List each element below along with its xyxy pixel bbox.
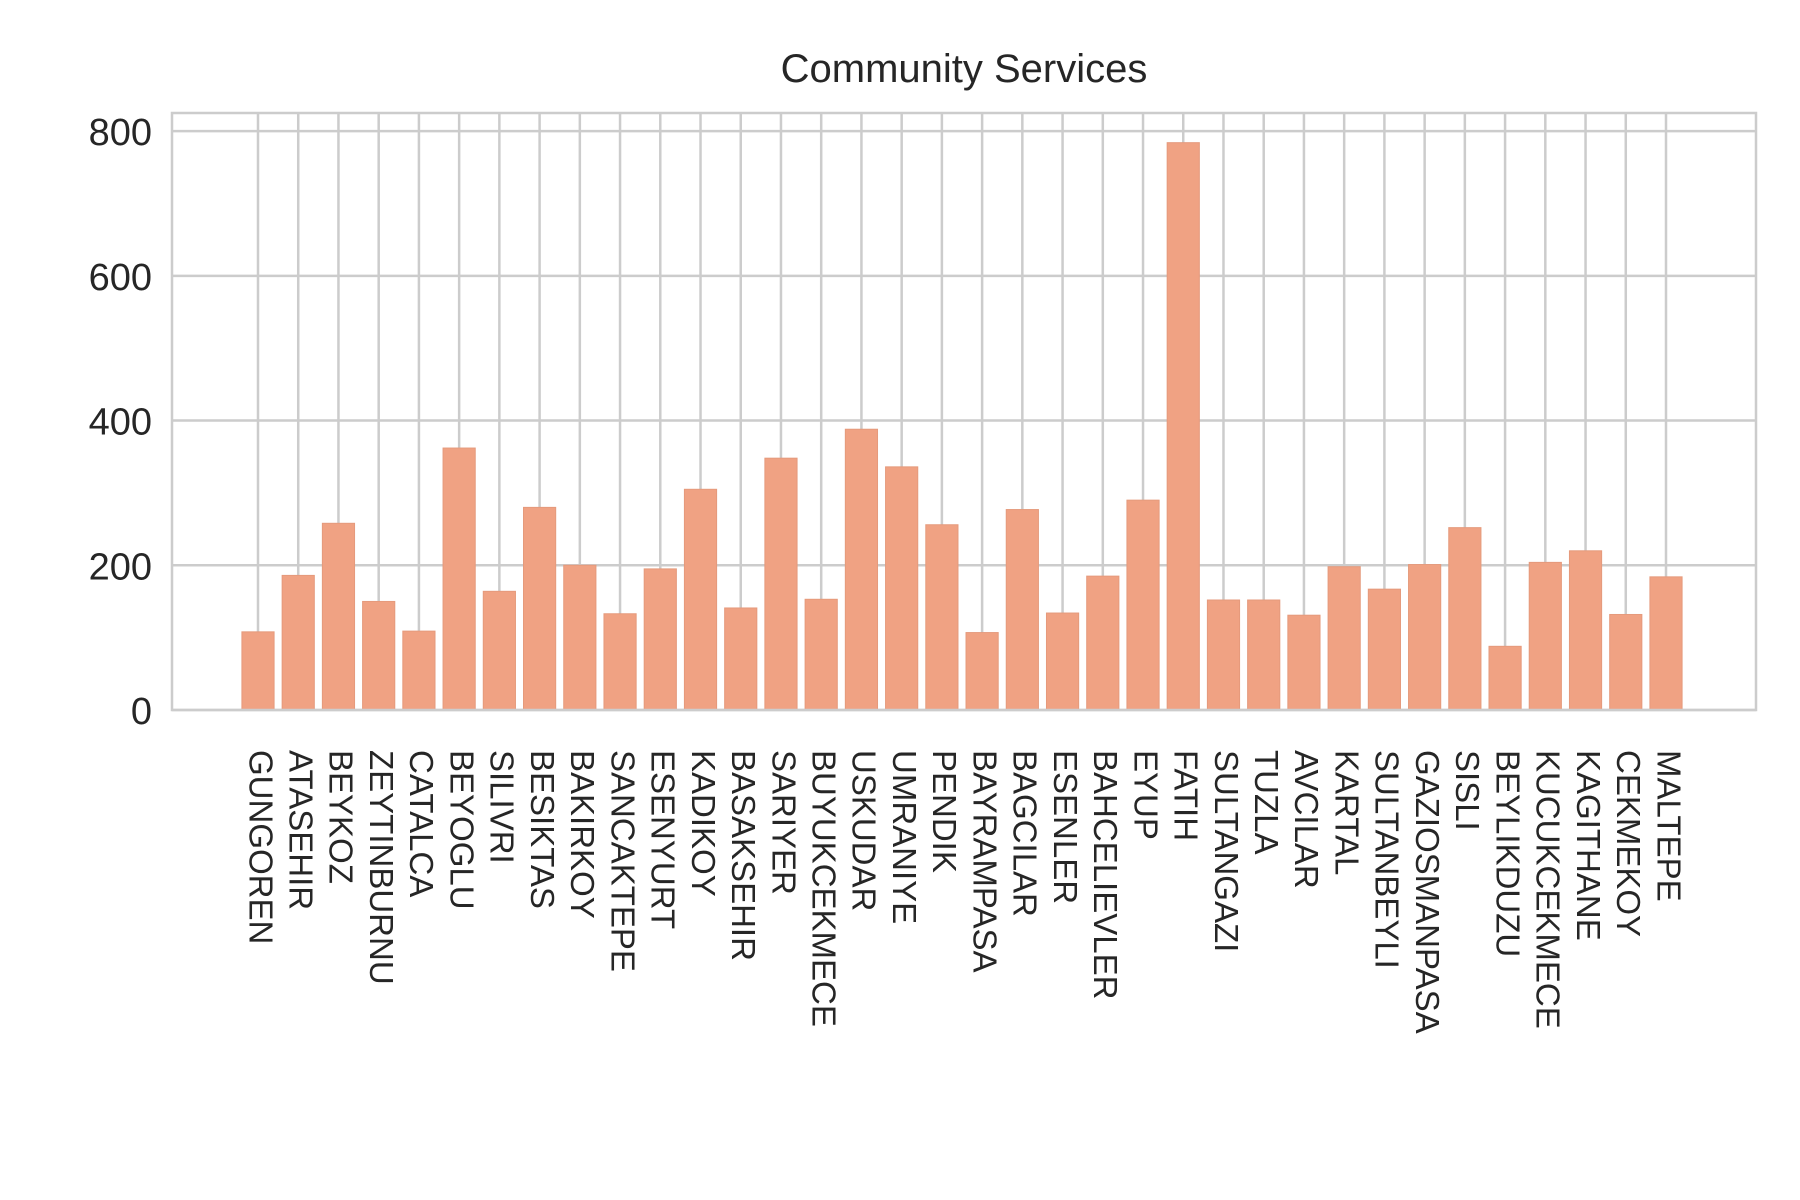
x-tick-label: MALTEPE [1650,750,1687,902]
chart-title: Community Services [781,47,1148,91]
y-tick-label: 600 [89,257,152,299]
bar-bahcelievler [1086,575,1120,711]
bar-besiktas [523,506,557,711]
x-tick-label: CATALCA [403,750,440,897]
bar-sisli [1448,527,1482,711]
x-tick-label: SANCAKTEPE [604,750,641,972]
bar-tuzla [1247,599,1281,711]
x-tick-label: ZEYTINBURNU [363,750,400,985]
x-tick-label: SISLI [1449,750,1486,831]
bar-atasehir [281,574,315,711]
x-tick-label: SULTANBEYLI [1369,750,1406,969]
bar-gungoren [241,631,275,711]
bar-catalca [402,630,436,711]
bar-pendik [925,524,959,711]
x-tick-label: GUNGOREN [242,750,279,944]
x-tick-label: PENDIK [926,750,963,873]
x-tick-label: FATIH [1168,750,1205,841]
y-axis-ticks: 0 200 400 600 800 [89,112,152,733]
bar-maltepe [1649,576,1683,711]
bars [241,142,1683,711]
bar-beyoglu [442,447,476,711]
x-tick-label: KARTAL [1328,750,1365,875]
y-tick-label: 0 [131,691,152,733]
x-tick-label: SILIVRI [484,750,521,864]
x-tick-label: BESIKTAS [524,750,561,909]
bar-umraniye [885,466,919,711]
bar-gaziosmanpasa [1408,564,1442,711]
x-tick-label: BAGCILAR [1007,750,1044,917]
x-tick-label: BAYRAMPASA [966,750,1003,973]
bar-kagithane [1568,550,1603,711]
x-tick-label: SARIYER [765,750,802,895]
bar-esenyurt [643,568,677,711]
bar-avcilar [1287,614,1321,711]
x-tick-label: BAHCELIEVLER [1087,750,1124,999]
bar-kartal [1327,566,1361,711]
bar-beykoz [321,522,356,711]
x-tick-label: BAKIRKOY [564,750,601,919]
x-tick-label: BEYOGLU [443,750,480,910]
x-tick-label: BUYUKCEKMECE [805,750,842,1027]
x-axis-ticks: GUNGOREN ATASEHIR BEYKOZ ZEYTINBURNU CATALCA… [242,750,1687,1034]
grid-lines [172,113,1756,712]
bar-silivri [482,590,516,711]
x-tick-label: SULTANGAZI [1208,750,1245,952]
x-tick-label: USKUDAR [846,750,883,911]
x-tick-label: EYUP [1127,750,1164,840]
x-tick-label: ESENLER [1047,750,1084,904]
bar-fatih [1166,142,1200,711]
bar-bayrampasa [965,632,999,711]
x-tick-label: TUZLA [1248,750,1285,855]
x-tick-label: BASAKSEHIR [725,750,762,961]
bar-sultangazi [1206,599,1241,711]
bar-buyukcekmece [804,598,838,711]
bar-kadikoy [683,488,718,711]
bar-cekmekoy [1609,613,1643,711]
bar-sancaktepe [603,613,637,711]
x-tick-label: UMRANIYE [886,750,923,924]
bar-sariyer [764,457,798,711]
y-tick-label: 800 [89,112,152,154]
x-tick-label: BEYKOZ [323,750,360,884]
x-tick-label: KUCUKCEKMECE [1530,750,1567,1029]
x-tick-label: CEKMEKOY [1610,750,1647,937]
x-tick-label: ESENYURT [645,750,682,929]
y-tick-label: 200 [89,546,152,588]
bar-basaksehir [724,607,758,711]
bar-bakirkoy [563,564,597,711]
y-tick-label: 400 [89,402,152,444]
x-tick-label: GAZIOSMANPASA [1409,750,1446,1034]
bar-kucukcekmece [1528,561,1562,711]
x-tick-label: AVCILAR [1288,750,1325,889]
bar-zeytinburnu [362,600,396,711]
bar-uskudar [844,428,879,711]
x-tick-label: KADIKOY [685,750,722,897]
plot-frame [170,111,1758,712]
bar-bagcilar [1005,509,1039,711]
bar-sultanbeyli [1367,588,1401,711]
bar-esenler [1045,612,1080,711]
bar-beylikduzu [1488,645,1522,711]
bar-eyup [1126,499,1160,711]
x-tick-label: ATASEHIR [283,750,320,910]
x-tick-label: BEYLIKDUZU [1489,750,1526,957]
x-tick-label: KAGITHANE [1570,750,1607,941]
